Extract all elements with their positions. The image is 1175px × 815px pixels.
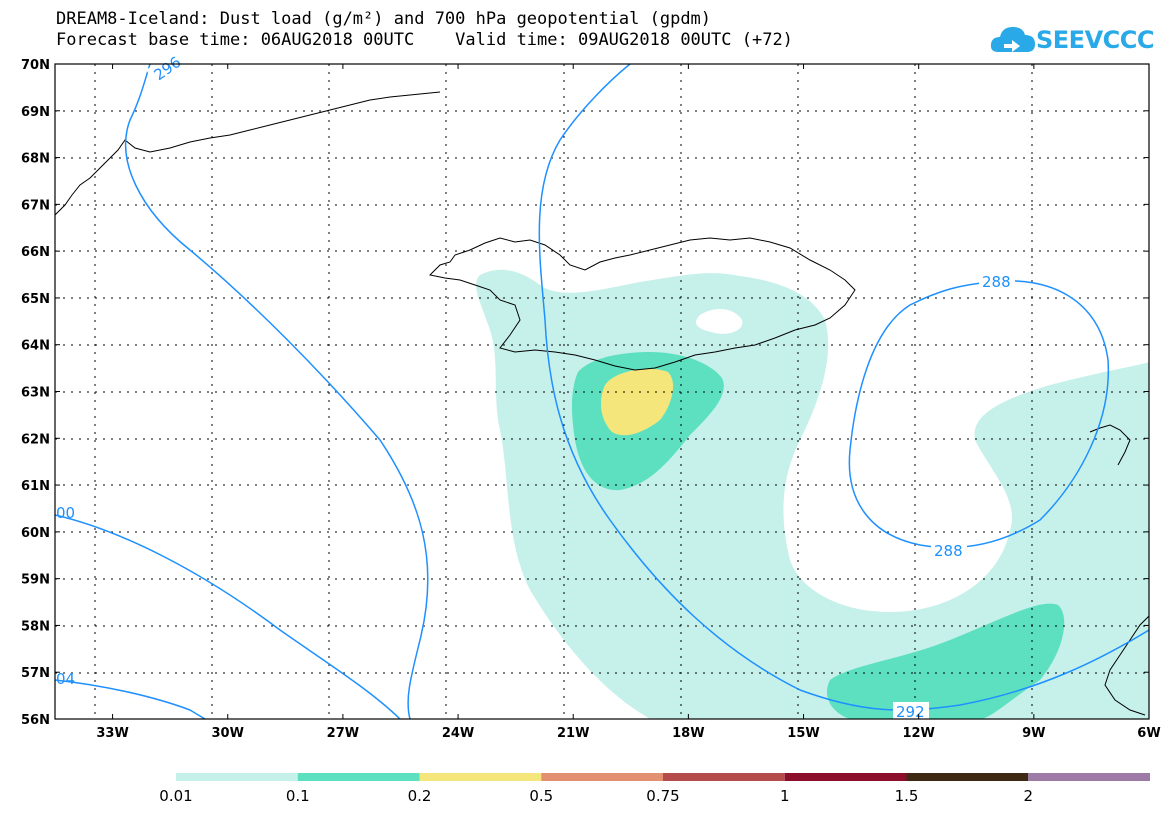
lat-label: 61N <box>21 479 50 494</box>
lat-label: 64N <box>21 339 50 354</box>
lon-label: 12W <box>902 726 934 741</box>
legend-label: 1.5 <box>895 787 919 805</box>
legend-swatch <box>419 773 542 781</box>
axis-ticks <box>55 63 1150 720</box>
legend-swatch <box>176 773 298 781</box>
greenland-coast <box>55 91 441 216</box>
contour-label-288: 288 <box>982 273 1011 291</box>
map-title: DREAM8-Iceland: Dust load (g/m²) and 700… <box>56 9 712 29</box>
dust-area-0.1-south <box>826 603 1065 719</box>
legend-swatch <box>784 773 907 781</box>
contour-300 <box>55 514 401 719</box>
lat-label: 56N <box>21 713 50 728</box>
lat-label: 63N <box>21 386 50 401</box>
lat-label: 62N <box>21 432 50 447</box>
legend-swatch <box>297 773 420 781</box>
lat-label: 70N <box>21 58 50 73</box>
contour-288 <box>848 280 1110 549</box>
contour-label-288b: 288 <box>934 542 963 560</box>
forecast-time-line: Forecast base time: 06AUG2018 00UTC Vali… <box>56 30 793 50</box>
lon-label: 9W <box>1022 726 1045 741</box>
legend-swatch <box>906 773 1029 781</box>
lat-label: 60N <box>21 526 50 541</box>
dust-area-0.2 <box>600 368 674 436</box>
contour-label-304: 04 <box>56 670 75 688</box>
legend-label: 1 <box>780 787 790 805</box>
contour-label-300: 00 <box>56 504 75 522</box>
lat-label: 57N <box>21 666 50 681</box>
lon-label: 15W <box>787 726 819 741</box>
lat-label: 65N <box>21 292 50 307</box>
lon-label: 18W <box>672 726 704 741</box>
lat-label: 69N <box>21 105 50 120</box>
geopotential-contours <box>55 64 1149 719</box>
legend-label: 0.01 <box>159 787 192 805</box>
legend-label: 0.75 <box>646 787 679 805</box>
legend-swatch <box>663 773 785 781</box>
lon-label: 33W <box>96 726 128 741</box>
lat-label: 68N <box>21 152 50 167</box>
iceland-coast <box>428 237 856 371</box>
lon-label: 30W <box>212 726 244 741</box>
graticule <box>55 64 1149 719</box>
legend-swatch <box>1028 773 1150 781</box>
seevccc-logo: SEEVCCC <box>990 22 1160 56</box>
coastlines <box>55 91 1149 716</box>
cloud-icon <box>990 27 1035 52</box>
logo-text: SEEVCCC <box>1036 26 1155 54</box>
lon-label: 24W <box>442 726 474 741</box>
legend-label: 0.2 <box>408 787 432 805</box>
lat-label: 67N <box>21 198 50 213</box>
contour-304 <box>55 679 206 719</box>
lon-label: 6W <box>1137 726 1160 741</box>
contour-292 <box>538 64 1149 711</box>
legend-label: 0.1 <box>286 787 310 805</box>
legend-label: 0.5 <box>529 787 553 805</box>
color-legend: 0.01 0.1 0.2 0.5 0.75 1 1.5 2 <box>159 773 1150 805</box>
legend-swatch <box>541 773 663 781</box>
legend-label: 2 <box>1023 787 1033 805</box>
scotland-coast <box>1104 615 1149 716</box>
lat-label: 66N <box>21 245 50 260</box>
latitude-labels: 56N 57N 58N 59N 60N 61N 62N 63N 64N 65N 66N 67N 68N 6… <box>21 58 50 728</box>
longitude-labels: 33W 30W 27W 24W 21W 18W 15W 12W 9W 6W <box>96 726 1160 741</box>
contour-label-292: 292 <box>896 703 925 721</box>
lat-label: 59N <box>21 573 50 588</box>
lon-label: 21W <box>557 726 589 741</box>
contour-labels: 296 288 288 292 00 04 <box>56 52 1015 721</box>
faroe-islands <box>1089 424 1131 466</box>
contour-296 <box>125 64 429 719</box>
lon-label: 27W <box>327 726 359 741</box>
lat-label: 58N <box>21 619 50 634</box>
